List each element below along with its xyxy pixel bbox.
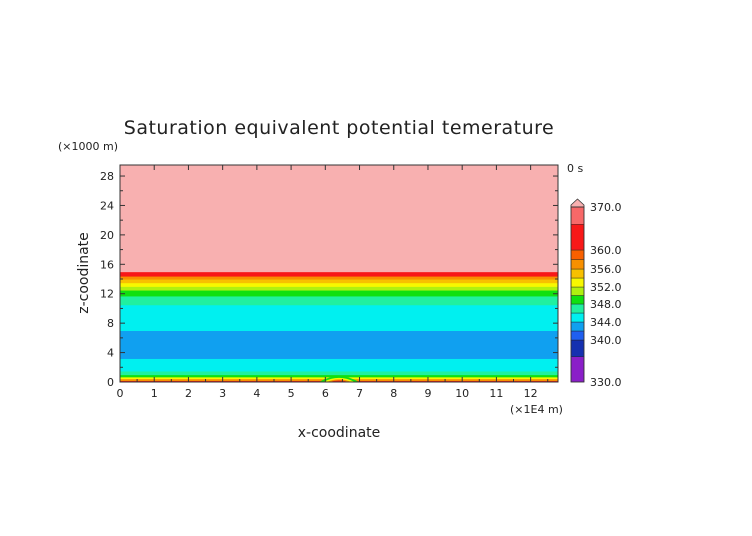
x-tick-label: 9: [424, 387, 431, 400]
colorbar-segment: [570, 321, 585, 332]
colorbar-segment: [570, 303, 585, 314]
colorbar-segment: [570, 268, 585, 279]
colorbar-segment: [570, 249, 585, 260]
x-tick-label: 7: [356, 387, 363, 400]
contour-band: [120, 295, 558, 306]
y-axis-label: z-coodinate: [76, 232, 92, 314]
contour-band: [120, 304, 558, 332]
x-axis-label: x-coodinate: [298, 425, 381, 441]
x-tick-label: 12: [524, 387, 538, 400]
x-tick-label: 0: [117, 387, 124, 400]
colorbar-label: 340.0: [590, 334, 622, 347]
contour-band: [120, 290, 558, 297]
x-tick-label: 10: [455, 387, 469, 400]
colorbar-segment: [570, 259, 585, 270]
y-unit-label: (×1000 m): [58, 140, 118, 153]
colorbar-segment: [570, 330, 585, 341]
x-tick-label: 8: [390, 387, 397, 400]
contour-band: [120, 276, 558, 280]
x-tick-label: 4: [253, 387, 260, 400]
y-tick-label: 12: [100, 288, 114, 301]
colorbar-label: 352.0: [590, 281, 622, 294]
x-tick-label: 2: [185, 387, 192, 400]
plot-frame: [119, 164, 559, 383]
contour-band: [120, 271, 558, 277]
chart-title: Saturation equivalent potential temeratu…: [124, 117, 554, 139]
y-tick-label: 8: [107, 317, 114, 330]
x-tick-label: 1: [151, 387, 158, 400]
colorbar-label: 330.0: [590, 376, 622, 389]
colorbar-segment: [570, 339, 585, 357]
contour-band: [120, 165, 558, 273]
colorbar-label: 370.0: [590, 201, 622, 214]
colorbar-segment: [570, 223, 585, 251]
colorbar-label: 348.0: [590, 298, 622, 311]
contour-band: [120, 282, 558, 287]
contour-band: [120, 374, 558, 378]
contour-band: [120, 358, 558, 372]
colorbar-label: 344.0: [590, 316, 622, 329]
time-label: 0 s: [567, 162, 583, 175]
x-tick-label: 5: [288, 387, 295, 400]
y-tick-label: 20: [100, 229, 114, 242]
colorbar-label: 356.0: [590, 263, 622, 276]
y-tick-label: 0: [107, 376, 114, 389]
colorbar-segment: [570, 356, 585, 383]
colorbar-segment: [570, 286, 585, 296]
y-tick-label: 28: [100, 170, 114, 183]
colorbar-segment: [570, 277, 585, 288]
x-tick-label: 3: [219, 387, 226, 400]
y-tick-label: 16: [100, 258, 114, 271]
colorbar-arrow: [570, 198, 585, 208]
colorbar-segment: [570, 295, 585, 305]
colorbar-label: 360.0: [590, 244, 622, 257]
contour-band: [120, 279, 558, 284]
colorbar-frame: [570, 206, 585, 383]
colorbar-segment: [570, 312, 585, 323]
y-tick-label: 4: [107, 347, 114, 360]
contour-band: [120, 330, 558, 359]
contour-band: [120, 370, 558, 376]
x-tick-label: 6: [322, 387, 329, 400]
contour-band: [120, 286, 558, 291]
y-tick-label: 24: [100, 199, 114, 212]
x-tick-label: 11: [489, 387, 503, 400]
x-unit-label: (×1E4 m): [510, 403, 563, 416]
colorbar-segment: [570, 206, 585, 225]
